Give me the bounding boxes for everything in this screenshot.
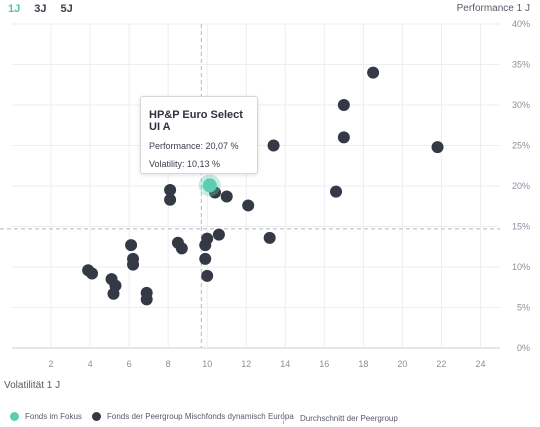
- tooltip-performance: Performance: 20,07 %: [149, 141, 239, 151]
- x-tick-label: 24: [475, 359, 485, 369]
- peer-point[interactable]: [164, 193, 177, 206]
- legend-focus[interactable]: Fonds im Fokus: [10, 412, 82, 421]
- peer-point[interactable]: [199, 239, 212, 252]
- peer-points: [82, 66, 444, 306]
- y-tick-label: 20%: [512, 181, 530, 191]
- y-tick-label: 25%: [512, 141, 530, 151]
- peer-point[interactable]: [330, 185, 343, 198]
- focus-dot-icon: [10, 412, 19, 421]
- x-axis-ticks: 2 4 6 8 10 12 14 16 18 20 22 24: [49, 359, 486, 369]
- legend-average[interactable]: Durchschnitt der Peergroup: [283, 412, 398, 424]
- peer-point[interactable]: [140, 293, 153, 306]
- y-axis-ticks: 0% 5% 10% 15% 20% 25% 30% 35% 40%: [512, 19, 530, 353]
- x-tick-label: 6: [127, 359, 132, 369]
- peer-point[interactable]: [127, 258, 140, 271]
- y-tick-label: 35%: [512, 60, 530, 70]
- x-tick-label: 4: [88, 359, 93, 369]
- legend-peer-label: Fonds der Peergroup Mischfonds dynamisch…: [107, 412, 294, 421]
- peer-point[interactable]: [107, 287, 120, 300]
- average-lines: [0, 24, 500, 348]
- tab-1j[interactable]: 1J: [8, 3, 21, 15]
- tab-5j[interactable]: 5J: [60, 3, 73, 15]
- legend-average-label: Durchschnitt der Peergroup: [300, 413, 398, 423]
- x-tick-label: 8: [166, 359, 171, 369]
- peer-point[interactable]: [201, 269, 214, 282]
- x-tick-label: 22: [436, 359, 446, 369]
- y-tick-label: 5%: [517, 303, 530, 313]
- focus-point-group: [198, 174, 221, 197]
- x-tick-label: 2: [49, 359, 54, 369]
- peer-point[interactable]: [267, 139, 280, 152]
- peer-point[interactable]: [367, 66, 380, 79]
- peer-point[interactable]: [431, 141, 444, 154]
- period-tabs: 1J 3J 5J: [8, 3, 73, 15]
- peer-point[interactable]: [175, 242, 188, 255]
- peer-point[interactable]: [337, 131, 350, 144]
- peer-point[interactable]: [337, 99, 350, 111]
- x-tick-label: 12: [241, 359, 251, 369]
- y-tick-label: 15%: [512, 222, 530, 232]
- x-tick-label: 16: [319, 359, 329, 369]
- peer-point[interactable]: [125, 239, 138, 252]
- tooltip-volatility: Volatility: 10,13 %: [149, 159, 221, 169]
- peer-point[interactable]: [220, 190, 233, 203]
- y-tick-label: 30%: [512, 100, 530, 110]
- peer-dot-icon: [92, 412, 101, 421]
- x-tick-label: 18: [358, 359, 368, 369]
- x-tick-label: 20: [397, 359, 407, 369]
- x-tick-label: 14: [280, 359, 290, 369]
- y-tick-label: 40%: [512, 19, 530, 29]
- y-tick-label: 0%: [517, 343, 530, 353]
- x-tick-label: 10: [202, 359, 212, 369]
- tooltip-title: HP&P Euro Select UI A: [149, 109, 243, 133]
- peer-point[interactable]: [199, 252, 212, 265]
- tab-3j[interactable]: 3J: [34, 3, 47, 15]
- peer-point[interactable]: [212, 228, 225, 241]
- x-axis-title: Volatilität 1 J: [4, 380, 61, 391]
- y-axis-title: Performance 1 J: [456, 3, 530, 14]
- focus-point[interactable]: [202, 178, 217, 193]
- dashed-line-icon: [283, 412, 284, 424]
- y-tick-label: 10%: [512, 262, 530, 272]
- peer-point[interactable]: [242, 199, 255, 212]
- tooltip: HP&P Euro Select UI A Performance: 20,07…: [140, 96, 258, 174]
- legend-peer[interactable]: Fonds der Peergroup Mischfonds dynamisch…: [92, 412, 294, 421]
- grid-lines: [12, 23, 500, 349]
- legend-focus-label: Fonds im Fokus: [25, 412, 82, 421]
- peer-point[interactable]: [164, 184, 177, 197]
- peer-point[interactable]: [86, 267, 99, 280]
- peer-point[interactable]: [263, 231, 276, 244]
